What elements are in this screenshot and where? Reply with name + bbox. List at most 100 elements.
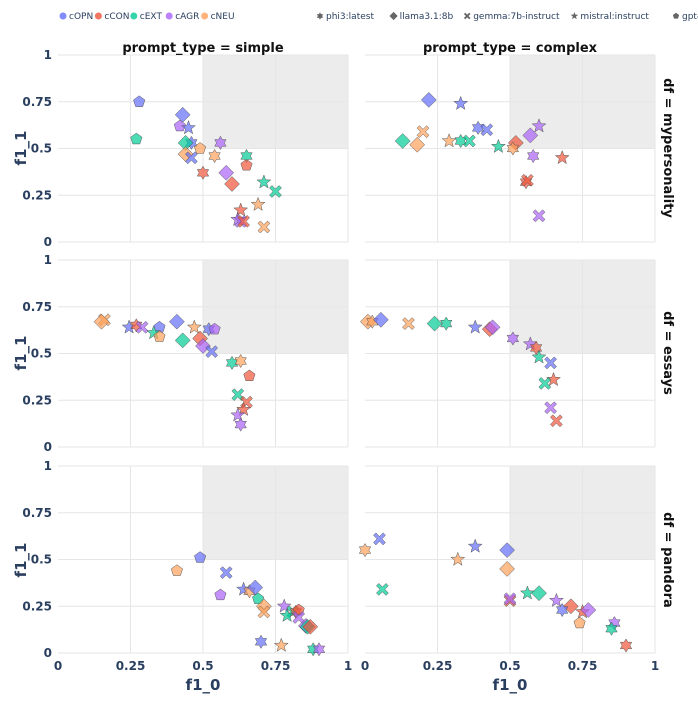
- legend-symbol-diamond-icon: [389, 12, 397, 20]
- point-cNEU-phi3-latest[interactable]: [359, 544, 370, 557]
- x-tick-label: 0: [54, 659, 62, 673]
- legend-label: cOPN: [69, 12, 93, 22]
- x-tick-label: 0.5: [499, 659, 520, 673]
- col-title-complex: prompt_type = complex: [423, 41, 598, 56]
- col-title-simple: prompt_type = simple: [122, 41, 283, 56]
- point-cOPN-gemma-7b-instruct[interactable]: [220, 567, 232, 579]
- point-cEXT-gemma-7b-instruct[interactable]: [463, 135, 475, 147]
- point-cEXT-gpt4[interactable]: [131, 133, 142, 144]
- point-cCON-phi3-latest[interactable]: [620, 639, 631, 652]
- point-cOPN-gpt4[interactable]: [133, 96, 144, 107]
- legend-item-gpt4[interactable]: gpt4: [673, 12, 698, 22]
- legend-item-cAGR[interactable]: cAGR: [166, 12, 200, 22]
- legend-item-cCON[interactable]: cCON: [95, 12, 130, 22]
- y-tick-label: 0.25: [22, 188, 52, 202]
- point-cNEU-gpt4[interactable]: [574, 617, 585, 628]
- y-tick-label: 0: [44, 440, 52, 454]
- point-cNEU-mistral-instruct[interactable]: [442, 134, 456, 147]
- point-cAGR-phi3-latest[interactable]: [527, 149, 538, 162]
- point-cAGR-phi3-latest[interactable]: [313, 643, 324, 656]
- legend-label: phi3:latest: [326, 12, 374, 22]
- legend-item-cNEU[interactable]: cNEU: [201, 12, 234, 22]
- point-cEXT-llama3-1-8b[interactable]: [395, 134, 410, 149]
- y-axis-title-row1: f1_1: [12, 131, 30, 166]
- point-cOPN-mistral-instruct[interactable]: [468, 320, 482, 333]
- y-tick-label: 1: [44, 48, 52, 62]
- legend-item-mistral-instruct[interactable]: mistral:instruct: [571, 12, 650, 22]
- legend-item-cOPN[interactable]: cOPN: [60, 12, 94, 22]
- point-cOPN-phi3-latest[interactable]: [255, 635, 266, 648]
- point-cCON-mistral-instruct[interactable]: [234, 203, 248, 216]
- point-cOPN-llama3-1-8b[interactable]: [175, 107, 190, 122]
- point-cNEU-llama3-1-8b[interactable]: [500, 561, 515, 576]
- x-tick-label: 0.5: [192, 659, 213, 673]
- legend-marker: [60, 13, 67, 20]
- y-tick-label: 0: [44, 235, 52, 249]
- legend-item-phi3-latest[interactable]: phi3:latest: [317, 12, 375, 22]
- y-tick-label: 0.75: [22, 506, 52, 520]
- point-cAGR-gpt4[interactable]: [215, 589, 226, 600]
- point-cCON-gemma-7b-instruct[interactable]: [550, 415, 562, 427]
- legend-item-cEXT[interactable]: cEXT: [130, 12, 162, 22]
- point-cOPN-gemma-7b-instruct[interactable]: [545, 357, 557, 369]
- x-tick-label: 0.75: [261, 659, 291, 673]
- x-tick-label: 0.25: [423, 659, 453, 673]
- y-tick-label: 0.25: [22, 393, 52, 407]
- legend-marker: [95, 13, 102, 20]
- point-cNEU-phi3-latest[interactable]: [209, 149, 220, 162]
- point-cEXT-llama3-1-8b[interactable]: [532, 586, 547, 601]
- legend-label: mistral:instruct: [580, 12, 649, 22]
- legend-label: gpt4: [682, 12, 698, 22]
- point-cOPN-gemma-7b-instruct[interactable]: [374, 533, 386, 545]
- x-axis-title-left: f1_0: [186, 676, 221, 694]
- panel-r0-c0: 00.250.50.751: [22, 48, 348, 249]
- point-cCON-gpt4[interactable]: [241, 159, 252, 170]
- point-cEXT-phi3-latest[interactable]: [440, 317, 451, 330]
- point-cEXT-llama3-1-8b[interactable]: [175, 333, 190, 348]
- y-tick-label: 0: [44, 646, 52, 660]
- point-cOPN-llama3-1-8b[interactable]: [421, 92, 436, 107]
- y-tick-label: 1: [44, 253, 52, 267]
- y-tick-label: 0.75: [22, 95, 52, 109]
- legend-label: cEXT: [140, 12, 163, 22]
- legend-label: cCON: [104, 12, 129, 22]
- point-cNEU-mistral-instruct[interactable]: [451, 552, 465, 565]
- point-cOPN-mistral-instruct[interactable]: [454, 96, 468, 109]
- row-title-pandora: df = pandora: [660, 512, 675, 608]
- point-cAGR-gemma-7b-instruct[interactable]: [545, 402, 557, 414]
- point-cNEU-gemma-7b-instruct[interactable]: [258, 221, 270, 233]
- legend-label: llama3.1:8b: [400, 12, 454, 22]
- legend-item-llama3-1-8b[interactable]: llama3.1:8b: [389, 12, 453, 22]
- point-cNEU-gpt4[interactable]: [171, 565, 182, 576]
- point-cAGR-phi3-latest[interactable]: [235, 418, 246, 431]
- point-cNEU-llama3-1-8b[interactable]: [410, 137, 425, 152]
- point-cCON-phi3-latest[interactable]: [197, 166, 208, 179]
- legend-label: gemma:7b-instruct: [473, 12, 560, 22]
- point-cOPN-llama3-1-8b[interactable]: [169, 314, 184, 329]
- legend-item-gemma-7b-instruct[interactable]: gemma:7b-instruct: [464, 12, 560, 22]
- point-cAGR-gemma-7b-instruct[interactable]: [533, 210, 545, 222]
- point-cOPN-mistral-instruct[interactable]: [468, 539, 482, 552]
- point-cAGR-mistral-instruct[interactable]: [550, 593, 564, 606]
- point-cNEU-mistral-instruct[interactable]: [274, 638, 288, 651]
- legend-symbol-hexagram-icon: [317, 12, 323, 19]
- y-tick-label: 0.75: [22, 300, 52, 314]
- x-tick-label: 0: [361, 659, 369, 673]
- point-cEXT-mistral-instruct[interactable]: [492, 139, 506, 152]
- y-axis-title-row2: f1_1: [12, 336, 30, 371]
- x-tick-label: 0.25: [116, 659, 146, 673]
- point-cEXT-mistral-instruct[interactable]: [257, 175, 271, 188]
- point-cNEU-gemma-7b-instruct[interactable]: [403, 318, 415, 330]
- point-cNEU-mistral-instruct[interactable]: [251, 197, 265, 210]
- point-cEXT-llama3-1-8b[interactable]: [427, 316, 442, 331]
- point-cCON-gpt4[interactable]: [244, 370, 255, 381]
- row-title-mypersonality: df = mypersonality: [660, 78, 675, 218]
- point-cEXT-gemma-7b-instruct[interactable]: [539, 377, 551, 389]
- point-cNEU-mistral-instruct[interactable]: [187, 320, 201, 333]
- point-cNEU-gemma-7b-instruct[interactable]: [417, 126, 429, 138]
- legend-symbol-star-icon: [571, 12, 579, 19]
- point-cCON-mistral-instruct[interactable]: [555, 151, 569, 164]
- legend-label: cAGR: [175, 12, 199, 22]
- point-cEXT-gemma-7b-instruct[interactable]: [376, 583, 388, 595]
